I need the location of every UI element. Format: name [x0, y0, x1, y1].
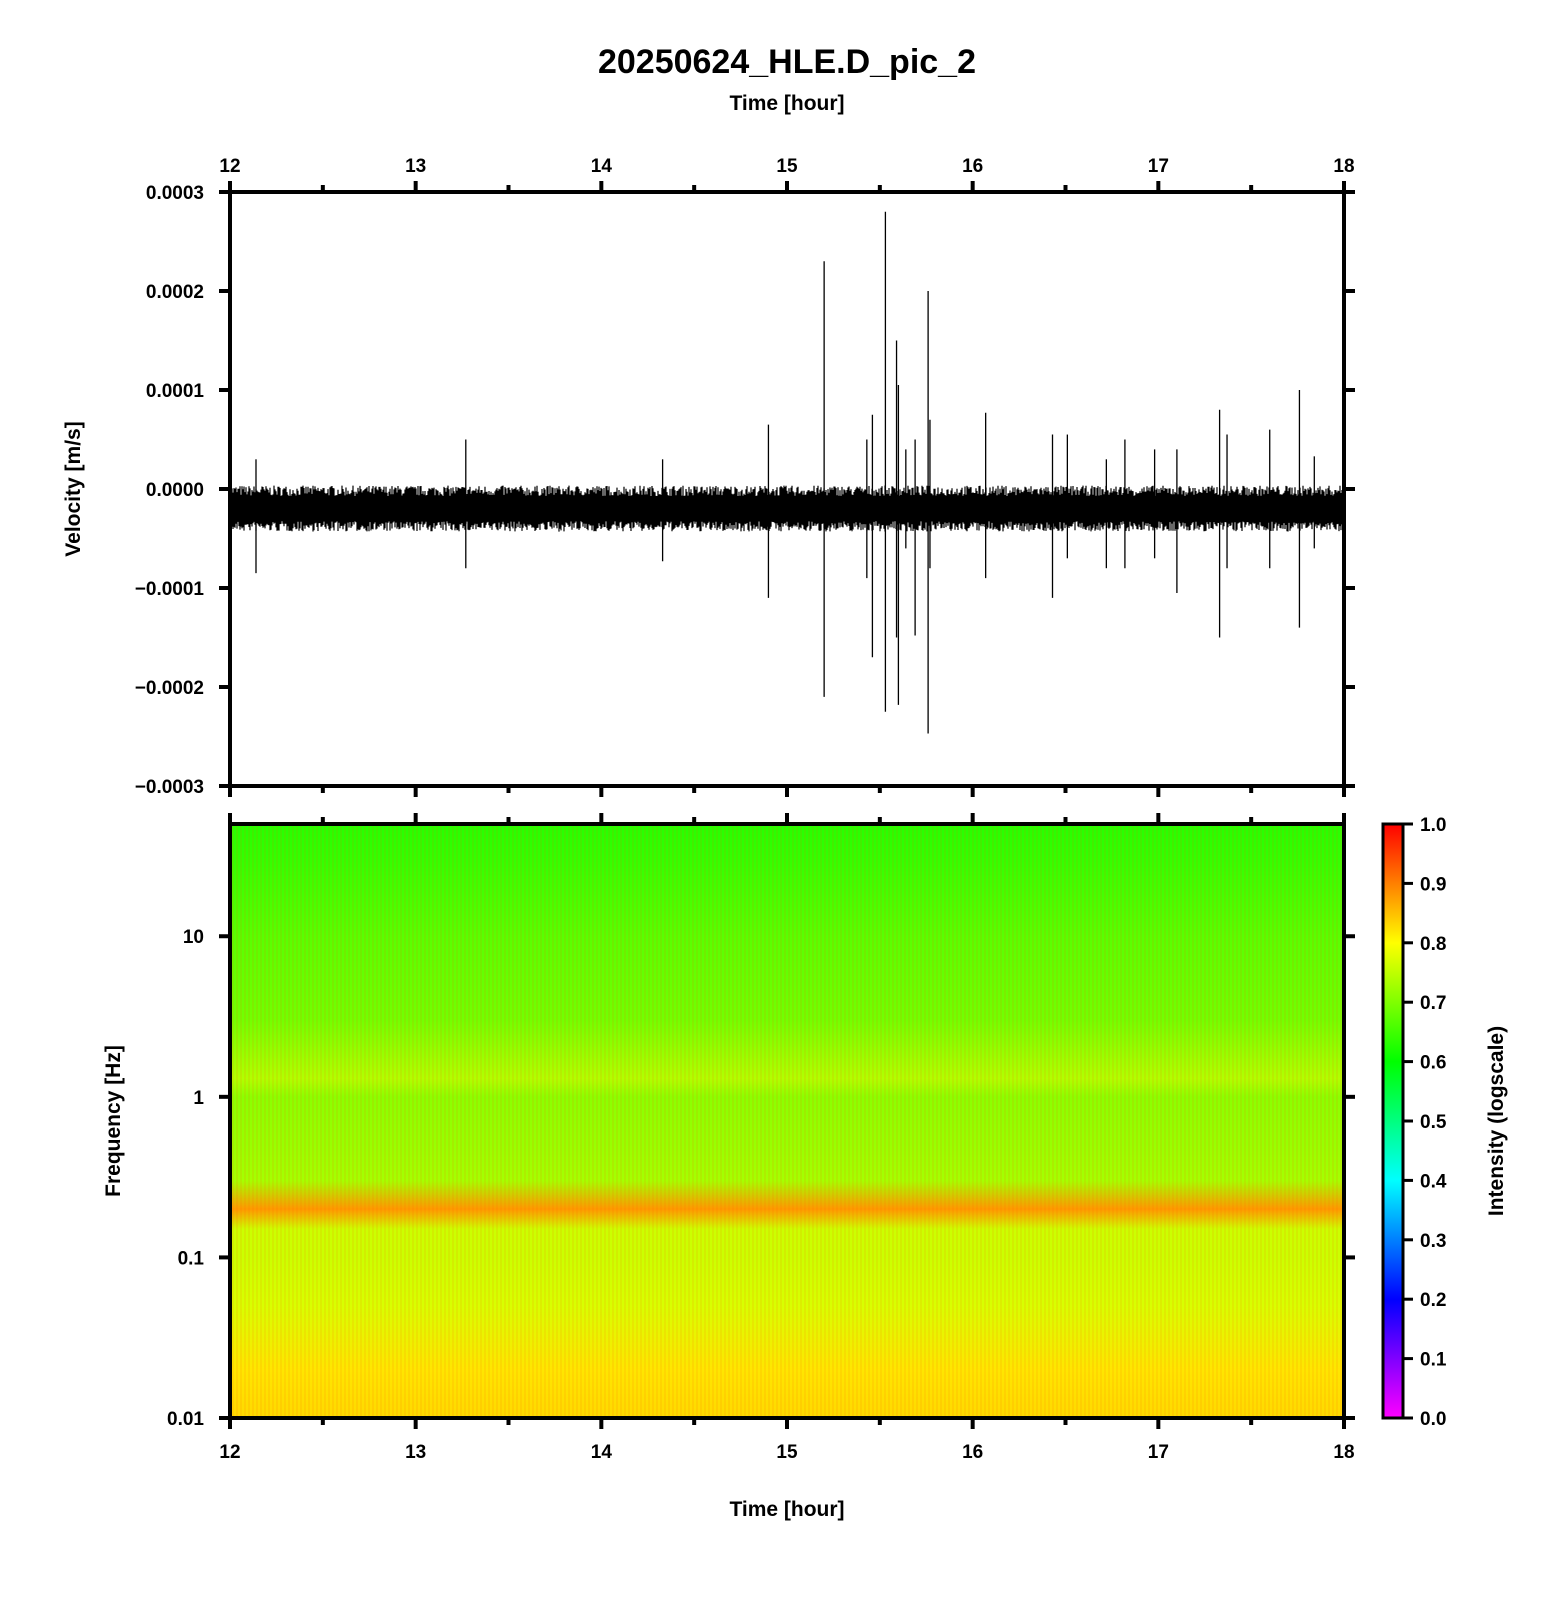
colorbar-tick-label: 0.7: [1420, 993, 1446, 1014]
y-tick-label: 0.0001: [146, 381, 205, 402]
spectrogram-y-axis-label: Frequency [Hz]: [102, 1045, 125, 1197]
colorbar-tick-label: 0.0: [1420, 1409, 1446, 1430]
colorbar-tick-label: 0.3: [1420, 1231, 1446, 1252]
x-tick-label: 15: [776, 1442, 798, 1463]
colorbar: 1.0 0.9 0.8 0.7 0.6 0.5 0.4 0.3 0.2 0.1 0.0 Intens…: [1381, 815, 1508, 1430]
spectrogram-texture: [230, 824, 1344, 1418]
y-tick-label: 0.0003: [146, 183, 204, 204]
colorbar-tick-label: 0.2: [1420, 1290, 1446, 1311]
y-tick-label: 1: [193, 1088, 204, 1109]
x-tick-label: 16: [962, 156, 983, 177]
x-tick-label: 18: [1333, 1442, 1354, 1463]
velocity-trace: [230, 211, 1344, 734]
spectrogram-panel: 12 13 14 15 16 17 18 10 1 0.1 0.01 Frequency [Hz]…: [102, 813, 1355, 1521]
y-tick-label: 0.0000: [146, 480, 204, 501]
colorbar-label: Intensity (logscale): [1485, 1026, 1508, 1216]
spectrogram-x-ticks: 12 13 14 15 16 17 18: [219, 813, 1355, 1463]
noise-band: [230, 485, 1344, 532]
colorbar-tick-label: 1.0: [1420, 815, 1446, 836]
y-tick-label: 0.0002: [146, 282, 204, 303]
y-tick-label: −0.0003: [135, 777, 204, 798]
x-tick-label: 12: [219, 1442, 240, 1463]
colorbar-ticks: 1.0 0.9 0.8 0.7 0.6 0.5 0.4 0.3 0.2 0.1 0.0: [1403, 815, 1447, 1430]
y-tick-label: 0.01: [167, 1409, 204, 1430]
waveform-panel: 12 13 14 15 16 17 18 0.0003 0.0002 0.0001 0.0000 −…: [62, 156, 1355, 798]
y-tick-label: 0.1: [178, 1248, 205, 1269]
colorbar-tick-label: 0.4: [1420, 1171, 1447, 1192]
colorbar-tick-label: 0.5: [1420, 1112, 1447, 1133]
x-tick-label: 14: [591, 156, 613, 177]
x-tick-label: 13: [405, 1442, 426, 1463]
colorbar-tick-label: 0.1: [1420, 1350, 1447, 1371]
x-tick-label: 12: [219, 156, 240, 177]
spectrogram-y-ticks: 10 1 0.1 0.01: [167, 927, 1355, 1430]
waveform-y-ticks: 0.0003 0.0002 0.0001 0.0000 −0.0001 −0.0002 −0…: [135, 183, 1355, 798]
top-x-axis-label: Time [hour]: [729, 92, 844, 115]
y-tick-label: −0.0001: [135, 579, 205, 600]
colorbar-gradient: [1381, 822, 1405, 1420]
y-tick-label: 10: [183, 927, 204, 948]
colorbar-tick-label: 0.9: [1420, 874, 1446, 895]
colorbar-tick-label: 0.6: [1420, 1053, 1446, 1074]
chart-title: 20250624_HLE.D_pic_2: [598, 43, 976, 81]
x-tick-label: 14: [591, 1442, 613, 1463]
colorbar-tick-label: 0.8: [1420, 934, 1446, 955]
x-tick-label: 17: [1148, 1442, 1169, 1463]
x-tick-label: 16: [962, 1442, 983, 1463]
waveform-x-ticks: 12 13 14 15 16 17 18: [219, 156, 1355, 797]
bottom-x-axis-label: Time [hour]: [729, 1498, 844, 1521]
y-tick-label: −0.0002: [135, 678, 204, 699]
waveform-y-axis-label: Velocity [m/s]: [62, 421, 85, 556]
x-tick-label: 18: [1333, 156, 1354, 177]
x-tick-label: 17: [1148, 156, 1169, 177]
x-tick-label: 15: [776, 156, 798, 177]
x-tick-label: 13: [405, 156, 426, 177]
